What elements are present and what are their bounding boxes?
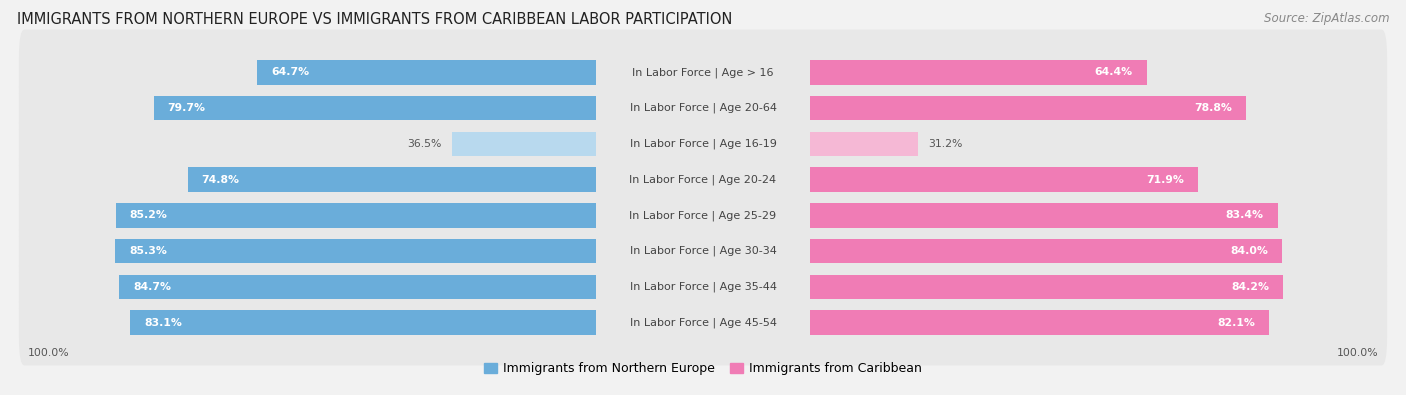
Bar — [115, 239, 596, 263]
Legend: Immigrants from Northern Europe, Immigrants from Caribbean: Immigrants from Northern Europe, Immigra… — [479, 357, 927, 380]
Bar — [117, 203, 596, 228]
Bar — [810, 96, 1246, 120]
Text: 31.2%: 31.2% — [928, 139, 963, 149]
Text: 83.1%: 83.1% — [145, 318, 183, 327]
Text: 64.7%: 64.7% — [271, 68, 309, 77]
Text: 84.0%: 84.0% — [1230, 246, 1268, 256]
Text: In Labor Force | Age 20-24: In Labor Force | Age 20-24 — [630, 174, 776, 185]
FancyBboxPatch shape — [18, 280, 1388, 365]
Text: 84.2%: 84.2% — [1232, 282, 1270, 292]
FancyBboxPatch shape — [18, 208, 1388, 294]
Bar — [810, 167, 1198, 192]
Bar — [810, 132, 918, 156]
Text: 100.0%: 100.0% — [1337, 348, 1378, 358]
Text: 71.9%: 71.9% — [1147, 175, 1185, 184]
Text: In Labor Force | Age 30-34: In Labor Force | Age 30-34 — [630, 246, 776, 256]
Text: In Labor Force | Age 16-19: In Labor Force | Age 16-19 — [630, 139, 776, 149]
Text: 85.2%: 85.2% — [129, 211, 167, 220]
Bar — [810, 275, 1284, 299]
Text: In Labor Force | Age 20-64: In Labor Force | Age 20-64 — [630, 103, 776, 113]
Text: 82.1%: 82.1% — [1218, 318, 1254, 327]
FancyBboxPatch shape — [18, 65, 1388, 151]
Text: 78.8%: 78.8% — [1194, 103, 1232, 113]
Text: In Labor Force | Age 25-29: In Labor Force | Age 25-29 — [630, 210, 776, 221]
Text: 64.4%: 64.4% — [1095, 68, 1133, 77]
Text: In Labor Force | Age 45-54: In Labor Force | Age 45-54 — [630, 317, 776, 328]
Bar — [810, 60, 1147, 85]
FancyBboxPatch shape — [18, 30, 1388, 115]
FancyBboxPatch shape — [18, 137, 1388, 222]
Bar — [153, 96, 596, 120]
FancyBboxPatch shape — [18, 173, 1388, 258]
Text: 36.5%: 36.5% — [406, 139, 441, 149]
Text: Source: ZipAtlas.com: Source: ZipAtlas.com — [1264, 12, 1389, 25]
Bar — [131, 310, 596, 335]
Bar — [187, 167, 596, 192]
Bar — [257, 60, 596, 85]
Text: 79.7%: 79.7% — [167, 103, 205, 113]
Bar — [810, 203, 1278, 228]
FancyBboxPatch shape — [18, 101, 1388, 187]
Text: 85.3%: 85.3% — [129, 246, 167, 256]
Text: 100.0%: 100.0% — [28, 348, 69, 358]
Bar — [810, 310, 1268, 335]
Text: 74.8%: 74.8% — [201, 175, 239, 184]
Text: In Labor Force | Age 35-44: In Labor Force | Age 35-44 — [630, 282, 776, 292]
Bar — [120, 275, 596, 299]
FancyBboxPatch shape — [18, 244, 1388, 330]
Text: 83.4%: 83.4% — [1226, 211, 1264, 220]
Bar — [810, 239, 1282, 263]
Text: 84.7%: 84.7% — [134, 282, 172, 292]
Text: IMMIGRANTS FROM NORTHERN EUROPE VS IMMIGRANTS FROM CARIBBEAN LABOR PARTICIPATION: IMMIGRANTS FROM NORTHERN EUROPE VS IMMIG… — [17, 12, 733, 27]
Text: In Labor Force | Age > 16: In Labor Force | Age > 16 — [633, 67, 773, 78]
Bar — [451, 132, 596, 156]
